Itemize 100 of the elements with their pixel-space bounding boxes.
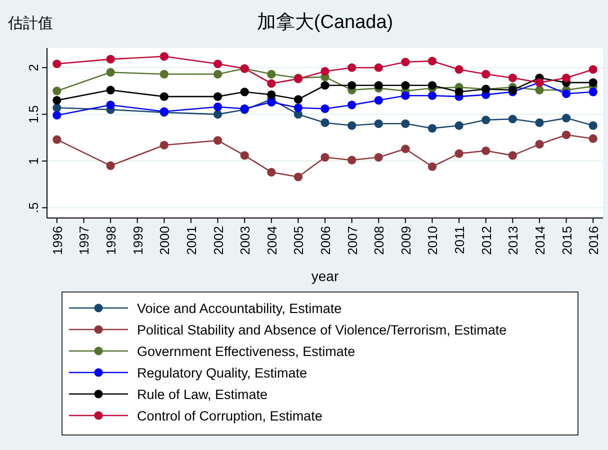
point [562,114,571,122]
point [213,136,222,145]
point [294,172,302,182]
point [160,140,168,150]
legend-label: Government Effectiveness, Estimate [137,344,356,359]
x-tick-label: 2015 [559,226,574,255]
point [454,121,464,130]
x-tick-label: 2013 [506,226,521,255]
x-tick-label: 2011 [452,226,468,254]
y-tick-label: 1 [26,157,41,165]
x-tick-label: 2005 [291,226,306,255]
y-tick-label: .5 [26,202,41,214]
point [213,70,222,78]
point [106,54,115,64]
y-tick-label: 1.5 [26,105,41,124]
point [106,100,115,110]
legend-label: Control of Corruption, Estimate [137,408,322,424]
point [588,78,598,87]
point [562,89,571,98]
x-axis-title: year [311,268,339,284]
point [106,161,115,170]
point [348,63,356,72]
point [454,65,464,74]
point [535,140,544,149]
point [428,162,437,171]
point [401,58,410,66]
point [508,74,517,82]
point [294,103,302,112]
x-tick-label: 2012 [478,226,494,255]
point [401,81,410,90]
point [320,118,330,128]
legend-label: Political Stability and Absence of Violence/Terrorism, Estimate [137,322,507,338]
point [160,52,168,61]
point [52,96,62,105]
chart-title: 加拿大(Canada) [256,12,394,33]
point [428,124,437,133]
point [267,90,276,100]
x-tick-label: 1997 [76,226,92,255]
point [588,65,598,74]
point [588,88,598,96]
point [401,119,410,128]
point [240,151,249,160]
point [428,56,437,66]
x-tick-label: 2009 [398,226,414,255]
x-tick-label: 2007 [344,226,360,255]
point [213,102,222,112]
point [482,116,490,124]
point [52,60,62,68]
point [374,81,383,90]
point [401,91,410,100]
point [106,86,115,94]
y-axis-title: 估計值 [7,15,53,32]
point [428,91,437,100]
point [213,110,222,119]
point [213,60,222,68]
x-tick-label: 2004 [264,226,280,255]
legend-label: Rule of Law, Estimate [137,387,268,402]
point [428,81,437,90]
point [106,68,115,77]
point [535,86,544,94]
point [294,95,302,104]
point [348,100,356,110]
x-tick-label: 2014 [532,226,548,255]
x-tick-label: 2001 [184,226,199,255]
point [267,98,276,106]
point [348,121,356,130]
y-tick-label: 2 [26,64,41,72]
point [52,135,62,144]
point [482,70,490,78]
x-tick-label: 2003 [238,226,253,255]
point [160,92,168,101]
point [508,151,517,160]
point [267,70,276,78]
point [508,114,517,124]
point [52,110,62,120]
x-tick-label: 1996 [50,226,65,255]
point [52,86,62,96]
point [374,152,383,162]
point [240,88,249,96]
point [374,63,383,72]
point [454,149,464,158]
point [374,96,383,105]
x-tick-label: 1998 [104,226,119,255]
point [482,146,490,156]
point [454,88,464,96]
x-tick-label: 1999 [130,226,146,255]
point [535,118,544,128]
x-tick-label: 2006 [318,226,333,255]
x-tick-label: 2008 [372,226,387,255]
point [374,119,383,128]
point [267,79,276,88]
point [348,81,356,90]
x-tick-label: 2016 [586,226,602,255]
point [320,81,330,90]
point [267,168,276,177]
point [320,152,330,162]
point [160,70,168,78]
x-tick-label: 2000 [157,226,172,255]
point [320,104,330,114]
x-tick-label: 2002 [210,226,226,255]
